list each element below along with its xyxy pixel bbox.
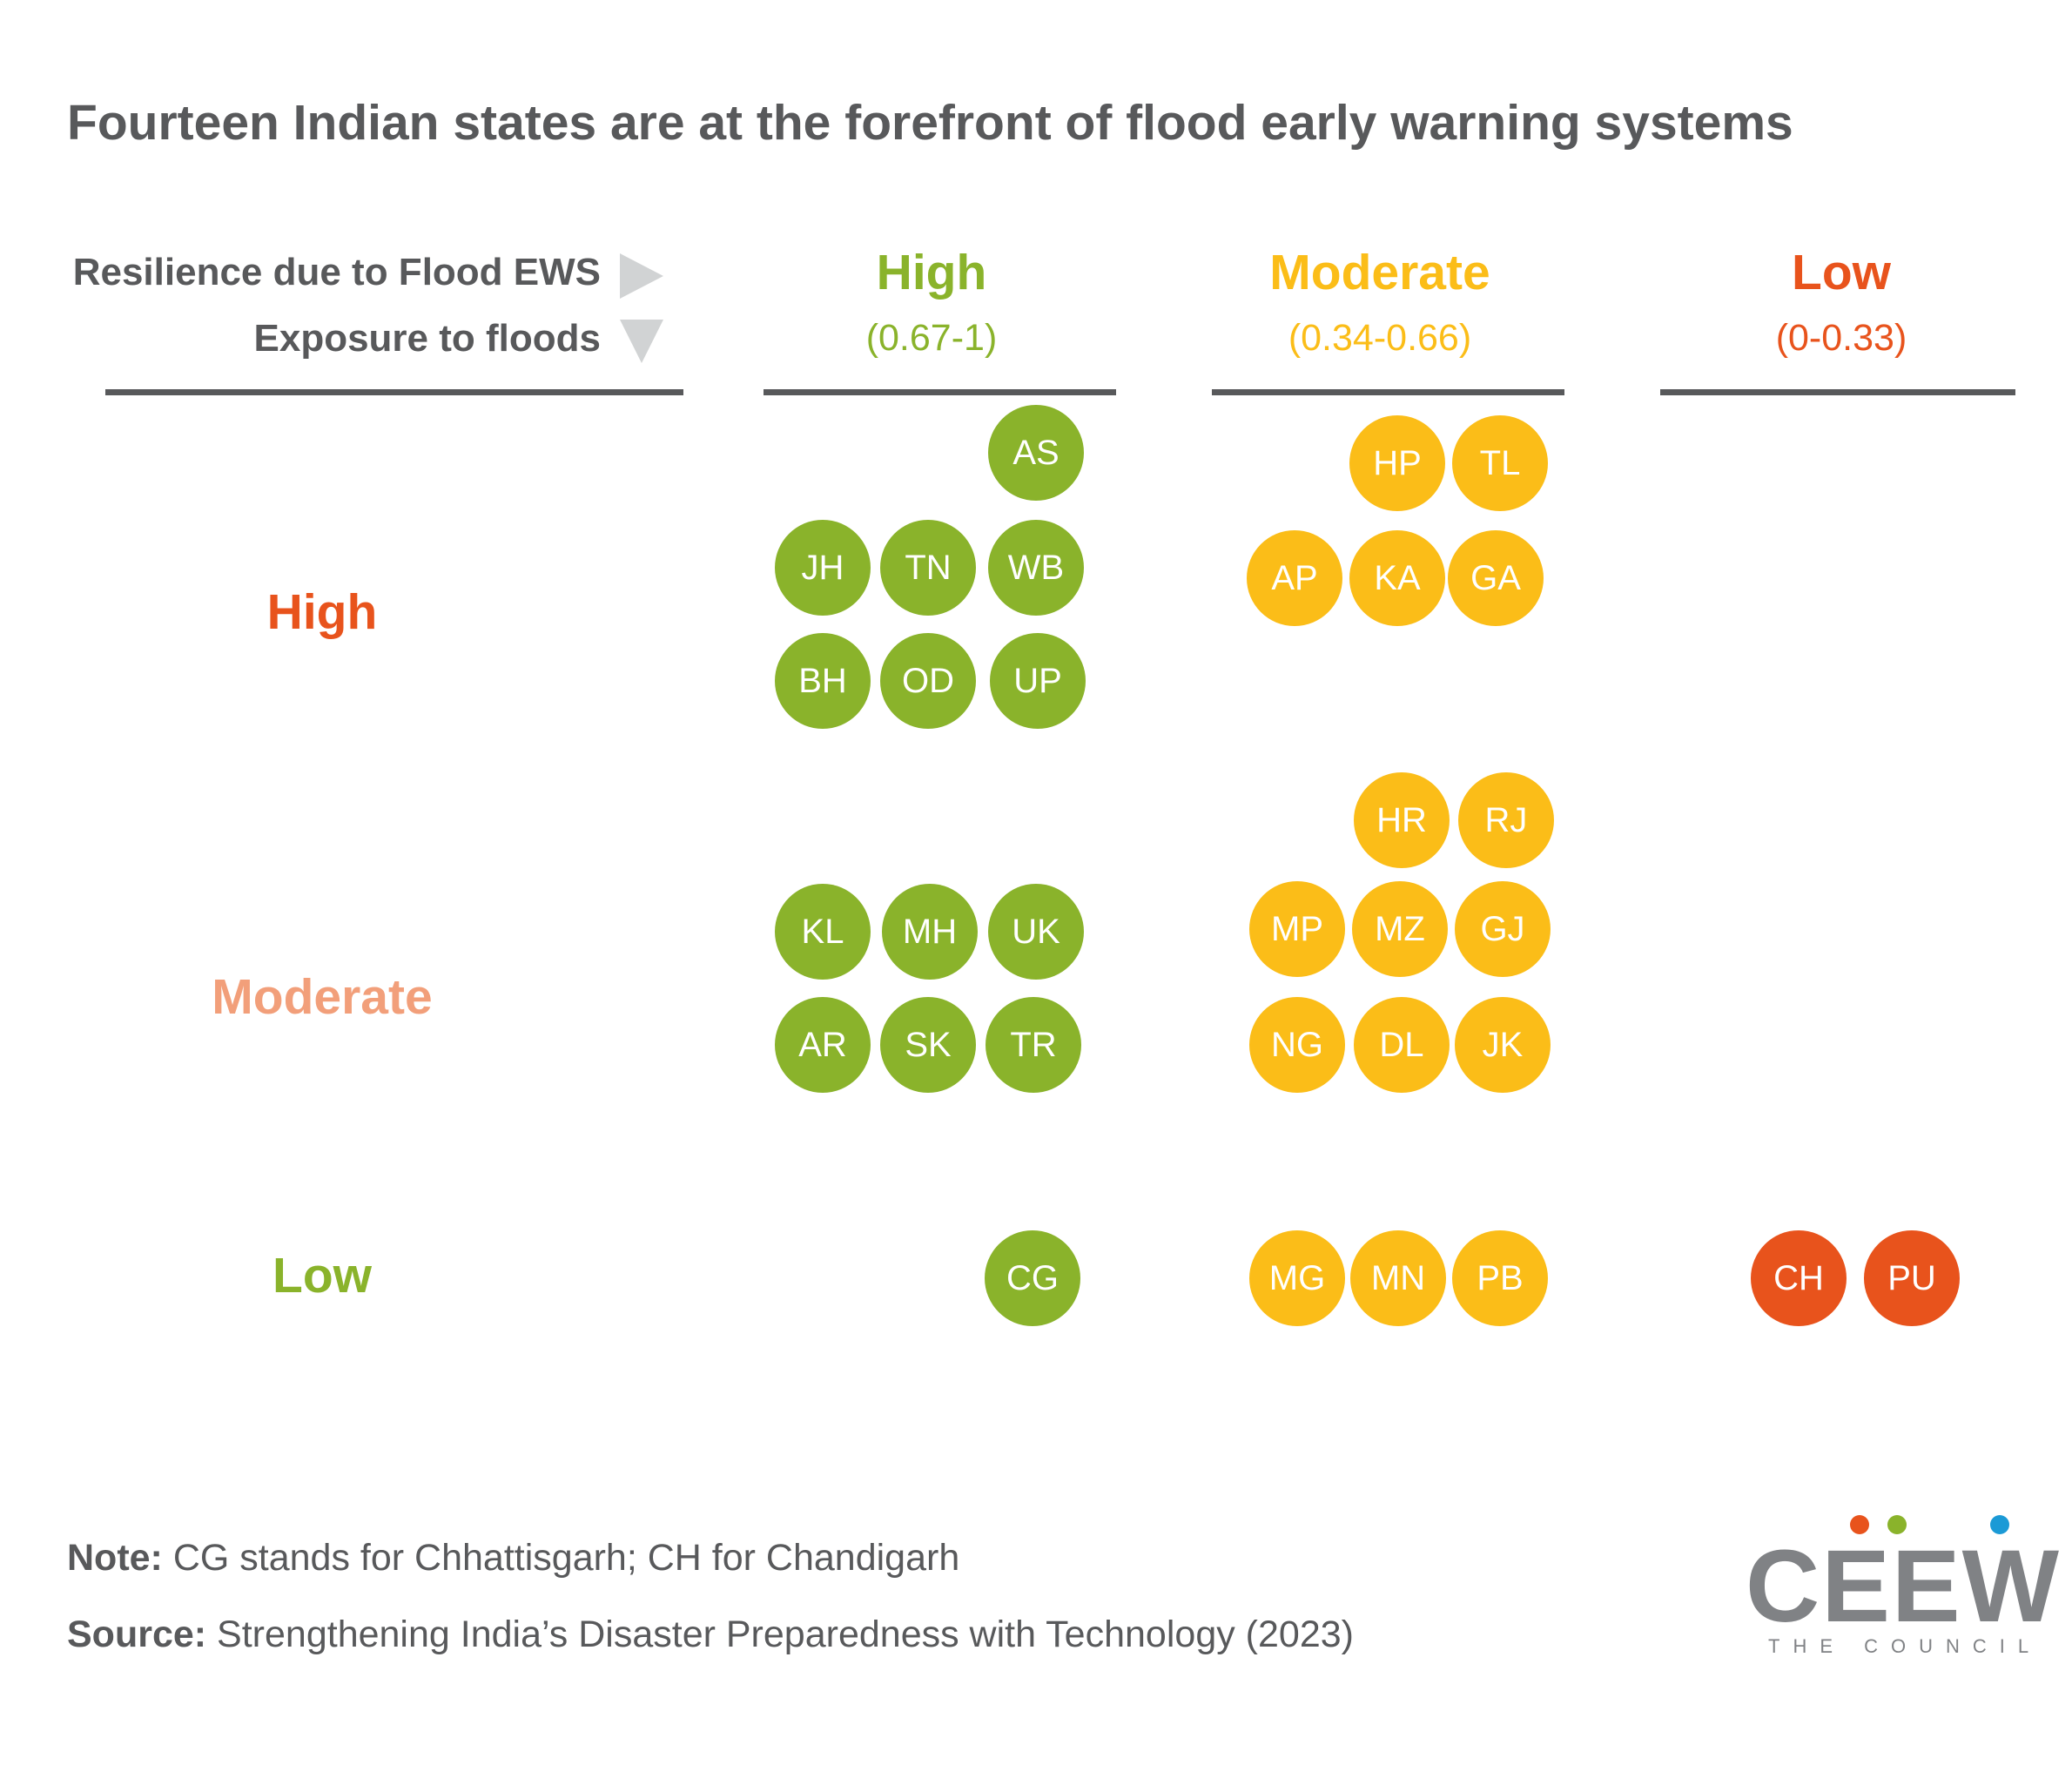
state-bubble-hr: HR xyxy=(1354,772,1450,868)
logo-tagline: THE COUNCIL xyxy=(1768,1635,2042,1657)
header-rule-high xyxy=(764,389,1116,395)
logo-dot-green xyxy=(1887,1515,1907,1534)
note: Note: CG stands for Chhattisgarh; CH for… xyxy=(67,1537,959,1580)
state-bubble-hp: HP xyxy=(1349,415,1445,511)
note-text: CG stands for Chhattisgarh; CH for Chand… xyxy=(162,1537,960,1579)
state-bubble-pb: PB xyxy=(1452,1230,1548,1326)
header-rule-moderate xyxy=(1212,389,1564,395)
state-bubble-ng: NG xyxy=(1249,997,1345,1093)
row-label-high: High xyxy=(266,584,378,640)
source-text: Strengthening India’s Disaster Preparedn… xyxy=(206,1613,1354,1655)
state-bubble-ap: AP xyxy=(1247,530,1342,626)
column-range-moderate: (0.34-0.66) xyxy=(1288,317,1472,359)
column-axis-label: Resilience due to Flood EWS xyxy=(72,251,601,293)
column-header-high: High xyxy=(876,245,987,300)
state-bubble-ka: KA xyxy=(1349,530,1445,626)
logo-dot-orange xyxy=(1850,1515,1869,1534)
state-bubble-tn: TN xyxy=(880,520,976,616)
state-bubble-mn: MN xyxy=(1350,1230,1446,1326)
state-bubble-uk: UK xyxy=(988,884,1084,980)
row-label-moderate: Moderate xyxy=(212,969,433,1025)
row-axis-label: Exposure to floods xyxy=(253,317,601,360)
state-bubble-up: UP xyxy=(990,633,1086,729)
state-bubble-bh: BH xyxy=(775,633,871,729)
row-label-low: Low xyxy=(272,1248,372,1304)
state-bubble-jh: JH xyxy=(775,520,871,616)
state-bubble-mp: MP xyxy=(1249,881,1345,977)
state-bubble-wb: WB xyxy=(988,520,1084,616)
triangle-right-icon xyxy=(620,253,663,299)
chart-title: Fourteen Indian states are at the forefr… xyxy=(67,95,1793,151)
logo-name: CEEW xyxy=(1746,1529,2061,1644)
header-rule-axis xyxy=(105,389,683,395)
state-bubble-mg: MG xyxy=(1249,1230,1345,1326)
state-bubble-sk: SK xyxy=(880,997,976,1093)
note-label: Note: xyxy=(67,1537,163,1579)
ceew-logo: CEEW THE COUNCIL xyxy=(1746,1515,2059,1663)
source-label: Source: xyxy=(67,1613,207,1655)
column-range-low: (0-0.33) xyxy=(1775,317,1907,359)
logo-dot-blue xyxy=(1990,1515,2009,1534)
state-bubble-dl: DL xyxy=(1354,997,1450,1093)
state-bubble-mh: MH xyxy=(882,884,978,980)
state-bubble-ch: CH xyxy=(1751,1230,1847,1326)
state-bubble-as: AS xyxy=(988,405,1084,501)
column-header-moderate: Moderate xyxy=(1269,245,1490,300)
state-bubble-ga: GA xyxy=(1448,530,1544,626)
state-bubble-pu: PU xyxy=(1864,1230,1960,1326)
state-bubble-kl: KL xyxy=(775,884,871,980)
state-bubble-jk: JK xyxy=(1455,997,1551,1093)
state-bubble-cg: CG xyxy=(985,1230,1080,1326)
state-bubble-gj: GJ xyxy=(1455,881,1551,977)
source: Source: Strengthening India’s Disaster P… xyxy=(67,1613,1354,1656)
state-bubble-od: OD xyxy=(880,633,976,729)
state-bubble-rj: RJ xyxy=(1458,772,1554,868)
header-rule-low xyxy=(1660,389,2015,395)
state-bubble-ar: AR xyxy=(775,997,871,1093)
column-header-low: Low xyxy=(1792,245,1891,300)
state-bubble-mz: MZ xyxy=(1352,881,1448,977)
column-range-high: (0.67-1) xyxy=(865,317,998,359)
state-bubble-tl: TL xyxy=(1452,415,1548,511)
state-bubble-tr: TR xyxy=(986,997,1081,1093)
triangle-down-icon xyxy=(620,320,663,363)
